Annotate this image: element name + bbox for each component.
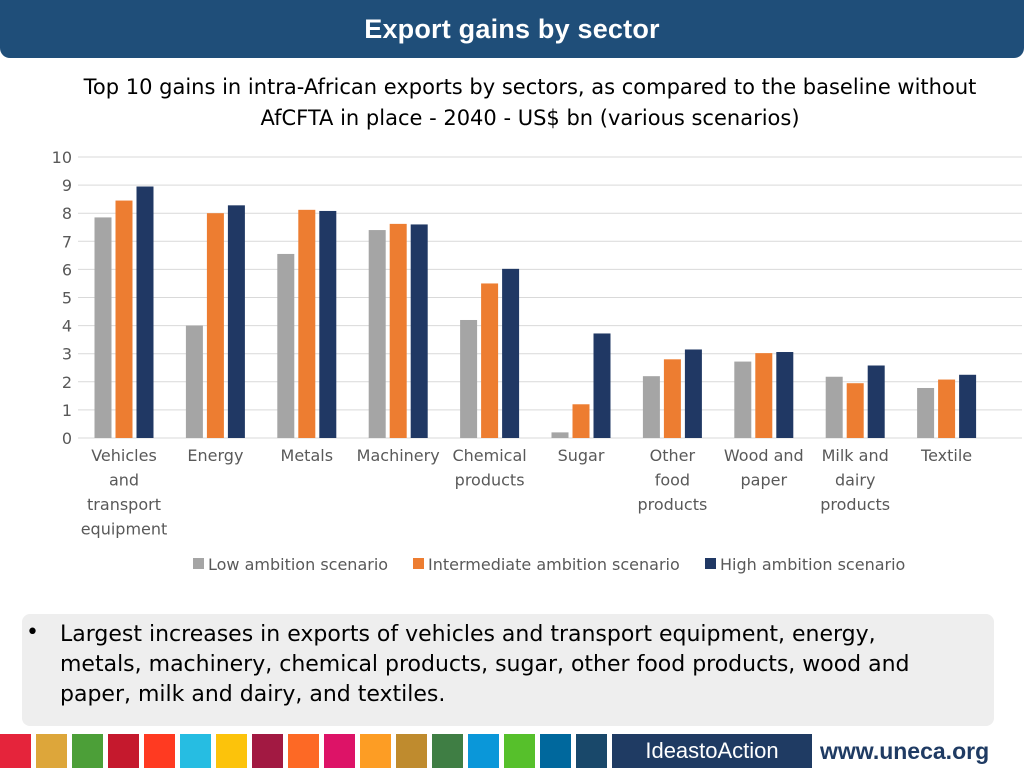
y-tick-label-10: 10 [52,148,72,167]
x-tick-label-6-1: food [655,471,690,490]
x-tick-label-8-0: Milk and [822,446,889,465]
bar-intermediate-8 [846,383,864,438]
bar-high-0 [136,186,154,438]
bar-low-1 [185,325,203,438]
bar-high-1 [227,205,245,438]
bar-low-0 [94,217,112,438]
bar-low-5 [551,432,569,438]
sdg-block [72,734,103,768]
sdg-color-strip [0,734,612,768]
ideas-to-action-logo: IdeastoAction [612,734,812,768]
bar-intermediate-2 [298,209,316,438]
y-tick-label-3: 3 [62,345,72,364]
x-tick-label-9-0: Textile [920,446,972,465]
bar-intermediate-7 [755,353,773,438]
sdg-block [288,734,319,768]
y-tick-label-4: 4 [62,317,72,336]
summary-text: Largest increases in exports of vehicles… [60,622,910,707]
bar-intermediate-6 [663,359,681,438]
x-tick-label-4-0: Chemical [452,446,526,465]
sdg-block [540,734,571,768]
bar-low-3 [368,230,386,438]
x-tick-label-1-0: Energy [187,446,243,465]
x-tick-label-0-1: and [109,471,139,490]
y-tick-label-7: 7 [62,232,72,251]
sdg-block [504,734,535,768]
sdg-block [108,734,139,768]
bar-intermediate-4 [481,283,499,438]
x-tick-label-7-1: paper [741,471,788,490]
y-tick-label-1: 1 [62,401,72,420]
legend-label-2: High ambition scenario [720,555,905,574]
bar-high-9 [959,374,977,438]
bar-intermediate-5 [572,404,590,438]
y-tick-label-2: 2 [62,373,72,392]
x-tick-label-7-0: Wood and [724,446,804,465]
bar-low-7 [734,361,752,438]
chart-title-line-0: Top 10 gains in intra-African exports by… [83,75,977,99]
summary-box: • Largest increases in exports of vehicl… [22,614,994,726]
bar-intermediate-1 [206,213,224,438]
sdg-block [180,734,211,768]
sdg-block [252,734,283,768]
bar-intermediate-3 [389,223,407,438]
y-tick-label-8: 8 [62,204,72,223]
legend-swatch-0 [193,558,204,569]
bar-high-6 [684,349,702,438]
bar-intermediate-0 [115,200,133,438]
bar-intermediate-9 [938,379,956,438]
sdg-block [0,734,31,768]
y-tick-label-5: 5 [62,289,72,308]
legend-label-1: Intermediate ambition scenario [428,555,680,574]
x-tick-label-4-1: products [455,471,525,490]
bar-high-8 [867,365,885,438]
chart-title-line-1: AfCFTA in place - 2040 - US$ bn (various… [260,106,799,130]
bar-high-4 [502,268,520,438]
bar-low-9 [917,387,935,438]
bar-low-4 [460,319,478,438]
x-tick-label-2-0: Metals [281,446,334,465]
sdg-block [144,734,175,768]
x-tick-label-0-0: Vehicles [91,446,157,465]
x-tick-label-6-0: Other [650,446,696,465]
sdg-block [216,734,247,768]
website-link[interactable]: www.uneca.org [820,737,990,764]
legend-label-0: Low ambition scenario [208,555,388,574]
bar-chart: Top 10 gains in intra-African exports by… [52,75,1022,574]
y-tick-label-9: 9 [62,176,72,195]
sdg-block [36,734,67,768]
page-title: Export gains by sector [364,13,660,44]
x-tick-label-8-1: dairy [835,471,875,490]
x-tick-label-0-2: transport [87,495,161,514]
legend-swatch-2 [705,558,716,569]
y-tick-label-6: 6 [62,260,72,279]
sdg-block [432,734,463,768]
x-tick-label-5-0: Sugar [558,446,605,465]
bar-low-8 [825,376,843,438]
sdg-block [360,734,391,768]
y-tick-label-0: 0 [62,429,72,448]
sdg-block [396,734,427,768]
bar-high-3 [410,224,428,438]
legend-swatch-1 [413,558,424,569]
bullet-icon: • [26,620,39,645]
x-tick-label-0-3: equipment [81,520,168,539]
bar-low-6 [642,376,660,438]
ideas-to-action-text: IdeastoAction [645,738,779,763]
bar-high-2 [319,210,337,438]
bar-high-7 [776,352,794,438]
sdg-block [324,734,355,768]
x-tick-label-6-2: products [637,495,707,514]
bar-low-2 [277,253,295,438]
bar-high-5 [593,333,611,438]
x-tick-label-3-0: Machinery [357,446,440,465]
sdg-block [576,734,607,768]
title-banner: Export gains by sector [0,0,1024,58]
sdg-block [468,734,499,768]
x-tick-label-8-2: products [820,495,890,514]
